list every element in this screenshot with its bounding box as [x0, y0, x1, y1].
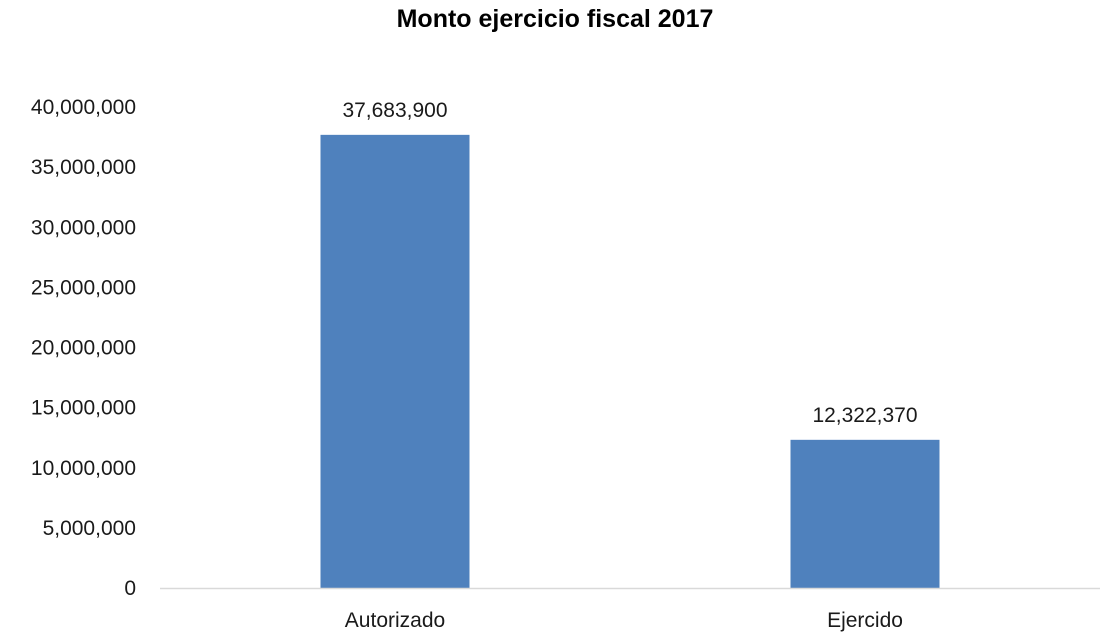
y-tick-label: 0 — [124, 577, 136, 600]
y-tick-label: 10,000,000 — [31, 457, 136, 480]
y-tick-label: 15,000,000 — [31, 397, 136, 420]
x-tick-label: Ejercido — [827, 609, 903, 632]
bar — [790, 439, 940, 588]
chart-title: Monto ejercicio fiscal 2017 — [396, 5, 714, 33]
y-tick-label: 25,000,000 — [31, 276, 136, 299]
bar — [320, 134, 470, 588]
data-label: 12,322,370 — [812, 404, 917, 427]
y-tick-label: 5,000,000 — [43, 517, 136, 540]
data-label: 37,683,900 — [342, 99, 447, 122]
y-tick-label: 35,000,000 — [31, 156, 136, 179]
y-tick-label: 40,000,000 — [31, 96, 136, 119]
y-tick-label: 30,000,000 — [31, 216, 136, 239]
x-tick-label: Autorizado — [345, 609, 445, 632]
y-tick-label: 20,000,000 — [31, 337, 136, 360]
